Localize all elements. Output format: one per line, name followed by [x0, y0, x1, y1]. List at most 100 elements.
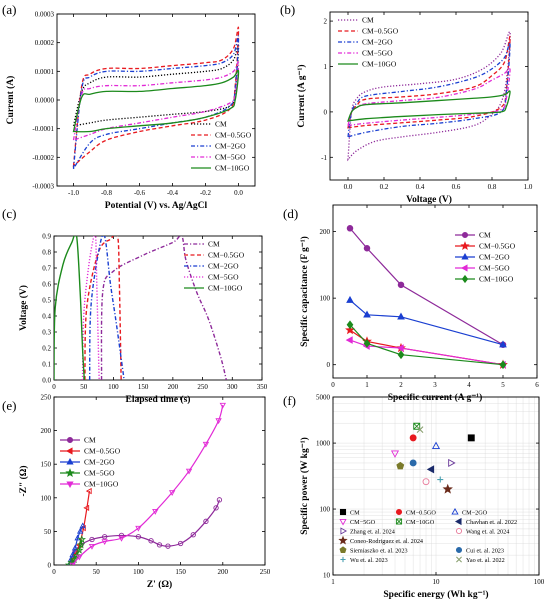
data-point — [416, 426, 424, 434]
data-point — [70, 555, 79, 564]
legend-marker — [66, 436, 74, 444]
data-point — [409, 459, 417, 467]
legend-entry: CM−0.5GO — [191, 131, 252, 140]
legend-entry: CM — [184, 240, 220, 249]
data-point — [397, 281, 405, 289]
legend-entry: CM−5GO — [455, 264, 510, 273]
data-point — [79, 522, 86, 529]
legend-label: CM−10GO — [208, 284, 243, 293]
x-tick-label: 150 — [138, 383, 149, 391]
y-tick-label: 0.0002 — [35, 39, 55, 47]
legend-entry: Cui et. al. 2023 — [455, 546, 504, 554]
legend-entry: CM — [191, 120, 227, 129]
legend-entry: CM−2GO — [451, 507, 488, 516]
x-axis-label: Z' (Ω) — [147, 579, 172, 590]
legend-label: Chavhan et. al. 2022 — [466, 519, 517, 526]
x-tick-label: 5 — [501, 381, 505, 389]
series-line — [88, 236, 125, 380]
y-tick-label: -0.0003 — [32, 183, 54, 191]
y-axis-label: -Z" (Ω) — [18, 465, 29, 496]
x-tick-label: 200 — [218, 568, 229, 576]
legend-marker — [461, 274, 469, 284]
x-tick-label: 0 — [52, 568, 56, 576]
series-line — [349, 329, 504, 366]
data-point — [346, 295, 354, 303]
chart-panel-e: 0 50 100 150 200 250 0 50 100 150 200 250 Z' (Ω) -Z" … — [2, 394, 271, 591]
legend-label: CM−5GO — [215, 153, 246, 162]
legend-entry: CM−0.5GO — [455, 241, 516, 251]
data-point — [363, 244, 371, 252]
data-point — [177, 540, 184, 547]
legend-entry: CM−2GO — [191, 142, 246, 151]
legend-entry: CM−10GO — [60, 480, 119, 489]
legend-entry: CM−2GO — [184, 262, 239, 271]
data-point — [345, 336, 353, 344]
y-tick-label: 0.8 — [42, 249, 51, 257]
x-tick-label: 0 — [52, 383, 56, 391]
legend-label: Coneo-Rodriguez et. al. 2024 — [350, 538, 423, 545]
data-point — [499, 360, 507, 370]
plot-frame — [53, 396, 266, 566]
legend-label: CM−10GO — [406, 519, 435, 526]
data-point — [135, 534, 142, 540]
data-point — [346, 225, 354, 232]
series-line — [68, 525, 84, 565]
legend-entry: CM−10GO — [184, 284, 243, 293]
x-tick-label: 50 — [80, 383, 88, 391]
legend-marker — [461, 231, 469, 239]
x-tick-label: 0.0 — [344, 183, 353, 191]
data-point — [76, 527, 84, 534]
data-point — [148, 538, 154, 544]
panel-label: (f) — [283, 393, 296, 408]
data-point — [88, 543, 96, 550]
data-point — [156, 542, 163, 548]
data-point — [69, 562, 76, 565]
data-point — [437, 476, 444, 483]
series-line — [349, 227, 504, 346]
y-axis-label: Current (A g⁻¹) — [296, 64, 307, 127]
legend-label: CM — [208, 240, 220, 249]
data-point — [203, 518, 209, 524]
y-tick-label: 100 — [41, 494, 52, 502]
legend-entry: CM−2GO — [455, 253, 510, 262]
legend-entry: CM−10GO — [338, 60, 397, 69]
legend-label: CM−10GO — [215, 164, 250, 173]
legend-marker — [455, 527, 463, 535]
legend-label: CM−0.5GO — [406, 509, 436, 516]
data-point — [213, 505, 219, 511]
legend-entry: Siemiaszko et. al. 2023 — [339, 546, 408, 554]
y-axis-label: Voltage (V) — [18, 285, 29, 331]
series-line — [70, 499, 220, 565]
y-tick-label: -0.0002 — [32, 154, 54, 162]
legend-label: CM−0.5GO — [208, 251, 245, 260]
legend-label: CM−2GO — [462, 509, 488, 516]
x-tick-label: 6 — [535, 381, 539, 389]
y-tick-label: 50 — [44, 528, 52, 536]
x-tick-label: 0 — [331, 381, 335, 389]
y-tick-label: 1 — [324, 63, 328, 71]
data-point — [219, 402, 226, 409]
legend-label: CM — [84, 436, 96, 445]
data-point — [75, 545, 84, 554]
series-line — [349, 324, 504, 366]
chart-panel-d: 0 1 2 3 4 5 6 0 100 200 Specific current (A g⁻¹) Sp… — [283, 204, 539, 403]
y-tick-label: 250 — [41, 394, 52, 402]
legend-entry: CM−5GO — [191, 153, 246, 162]
plot-area — [54, 236, 228, 380]
x-tick-label: 0.8 — [488, 183, 497, 191]
x-tick-label: 300 — [227, 383, 238, 391]
plot-area — [346, 31, 511, 162]
legend-label: CM−10GO — [479, 275, 514, 284]
legend-marker — [340, 527, 348, 535]
y-tick-label: 0.0001 — [35, 68, 55, 76]
data-point — [118, 535, 125, 542]
legend-entry: CM−10GO — [455, 275, 514, 284]
data-point — [76, 554, 83, 561]
legend-marker — [339, 508, 347, 516]
y-tick-label: 0.5 — [42, 297, 51, 305]
x-tick-label: 350 — [257, 383, 268, 391]
y-tick-label: 0.0 — [42, 377, 51, 385]
legend-marker — [339, 546, 347, 553]
x-tick-label: 0.2 — [380, 183, 389, 191]
legend-label: CM−0.5GO — [215, 131, 252, 140]
